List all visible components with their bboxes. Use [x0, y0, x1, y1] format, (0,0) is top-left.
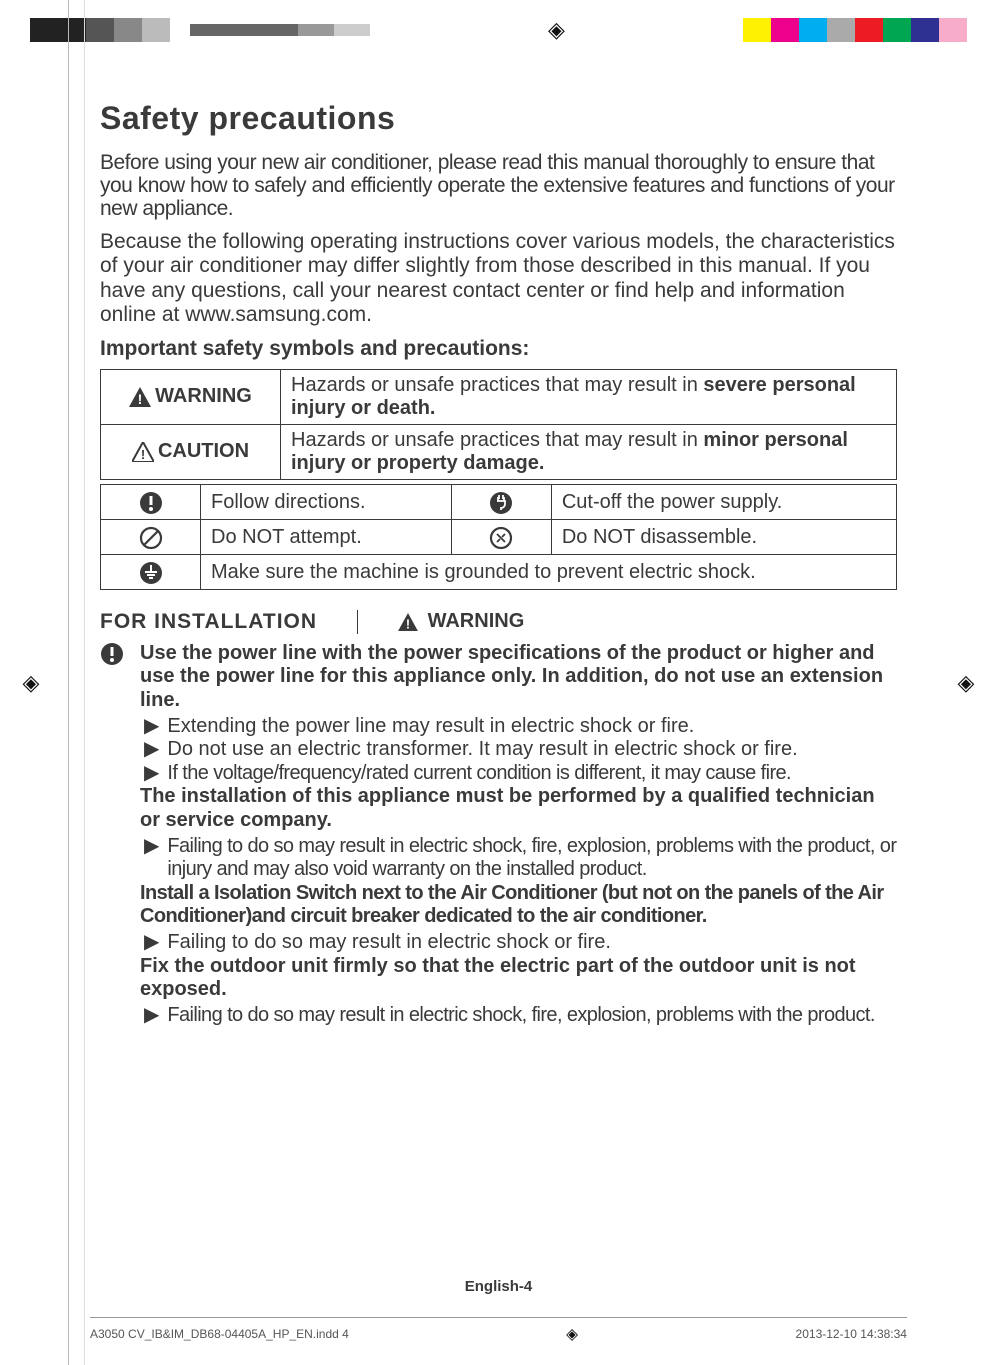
section-heading: FOR INSTALLATION	[100, 610, 317, 634]
caution-desc: Hazards or unsafe practices that may res…	[281, 424, 897, 479]
section-warning: ! WARNING	[398, 610, 524, 633]
warning-label-cell: ! WARNING	[101, 369, 281, 424]
table-row: Do NOT attempt. Do NOT disassemble.	[101, 519, 897, 554]
color-bars	[743, 18, 967, 42]
arrow-icon: ▶	[144, 931, 159, 955]
ground-text: Make sure the machine is grounded to pre…	[201, 554, 897, 589]
follow-icon-cell	[101, 484, 201, 519]
list-item: ▶ Failing to do so may result in electric…	[140, 1004, 897, 1028]
arrow-icon: ▶	[144, 715, 159, 739]
list-item: ▶ If the voltage/frequency/rated current …	[140, 762, 897, 786]
warning-desc: Hazards or unsafe practices that may res…	[281, 369, 897, 424]
ground-icon-cell	[101, 554, 201, 589]
registration-mark-right-icon	[953, 670, 979, 696]
list-item: ▶Failing to do so may result in electric…	[140, 835, 897, 882]
registration-mark-left-icon	[18, 670, 44, 696]
arrow-icon: ▶	[144, 762, 159, 786]
gray-strip	[190, 24, 370, 36]
no-attempt-icon-cell	[101, 519, 201, 554]
arrow-icon: ▶	[144, 1004, 159, 1028]
page-content: Safety precautions Before using your new…	[100, 100, 897, 1245]
registration-mark-bottom-icon	[563, 1325, 581, 1343]
footer-left: A3050 CV_IB&IM_DB68-04405A_HP_EN.indd 4	[90, 1327, 349, 1341]
warning-label: WARNING	[155, 385, 252, 407]
body-p2: The installation of this appliance must …	[140, 785, 897, 832]
symbols-table: ! WARNING Hazards or unsafe practices tha…	[100, 369, 897, 480]
section-heading-row: FOR INSTALLATION ! WARNING	[100, 610, 897, 634]
trim-line	[68, 0, 69, 1365]
icons-table: Follow directions. Cut-off the power sup…	[100, 484, 897, 590]
arrow-icon: ▶	[144, 835, 159, 882]
caution-desc-prefix: Hazards or unsafe practices that may res…	[291, 429, 703, 451]
warning-desc-prefix: Hazards or unsafe practices that may res…	[291, 374, 703, 396]
registration-mark-icon	[544, 17, 570, 43]
list-item-text: If the voltage/frequency/rated current c…	[167, 762, 791, 786]
divider	[357, 610, 358, 634]
section-warning-label: WARNING	[428, 610, 525, 632]
warning-triangle-icon: !	[398, 613, 418, 631]
list-item-text: Extending the power line may result in e…	[167, 715, 694, 739]
trim-line-inner	[84, 0, 85, 1365]
no-disassemble-icon	[489, 526, 513, 550]
list-item-text: Failing to do so may result in electric …	[167, 1004, 874, 1028]
exclamation-circle-icon	[139, 491, 163, 515]
list-item-text: Do not use an electric transformer. It m…	[167, 738, 797, 762]
follow-text: Follow directions.	[201, 484, 452, 519]
footer-line	[90, 1317, 907, 1318]
table-row: ! CAUTION Hazards or unsafe practices tha…	[101, 424, 897, 479]
list-item-text: Failing to do so may result in electric …	[167, 931, 611, 955]
ground-icon	[139, 561, 163, 585]
body-p4: Fix the outdoor unit firmly so that the …	[140, 955, 897, 1002]
arrow-icon: ▶	[144, 738, 159, 762]
intro-paragraph-2: Because the following operating instruct…	[100, 230, 897, 327]
no-disassemble-text: Do NOT disassemble.	[551, 519, 896, 554]
print-footer: A3050 CV_IB&IM_DB68-04405A_HP_EN.indd 4 …	[0, 1321, 997, 1347]
power-text: Cut-off the power supply.	[551, 484, 896, 519]
bullet-icon-col	[100, 642, 128, 1028]
exclamation-circle-icon	[100, 642, 124, 666]
intro-paragraph-1: Before using your new air conditioner, p…	[100, 151, 897, 220]
plug-circle-icon	[489, 491, 513, 515]
table-row: ! WARNING Hazards or unsafe practices tha…	[101, 369, 897, 424]
gray-bars	[30, 18, 170, 42]
symbols-heading: Important safety symbols and precautions…	[100, 337, 897, 361]
list-item: ▶ Do not use an electric transformer. It …	[140, 738, 897, 762]
svg-text:!: !	[141, 447, 145, 462]
caution-label-cell: ! CAUTION	[101, 424, 281, 479]
page-title: Safety precautions	[100, 100, 897, 137]
list-item: ▶ Failing to do so may result in electric…	[140, 931, 897, 955]
table-row: Make sure the machine is grounded to pre…	[101, 554, 897, 589]
caution-triangle-icon: !	[132, 442, 154, 462]
list-item: ▶ Extending the power line may result in …	[140, 715, 897, 739]
warning-triangle-icon: !	[129, 387, 151, 407]
table-row: Follow directions. Cut-off the power sup…	[101, 484, 897, 519]
svg-text:!: !	[138, 391, 143, 407]
prohibit-icon	[139, 526, 163, 550]
svg-text:!: !	[406, 617, 410, 631]
page-number: English-4	[0, 1278, 997, 1295]
footer-right: 2013-12-10 14:38:34	[796, 1327, 907, 1341]
power-icon-cell	[451, 484, 551, 519]
no-disassemble-icon-cell	[451, 519, 551, 554]
no-attempt-text: Do NOT attempt.	[201, 519, 452, 554]
body-content: Use the power line with the power specif…	[100, 642, 897, 1028]
list-item-text: Failing to do so may result in electric …	[167, 835, 897, 882]
print-registration-top	[0, 10, 997, 50]
body-text-col: Use the power line with the power specif…	[140, 642, 897, 1028]
body-p1: Use the power line with the power specif…	[140, 642, 897, 713]
body-p3: Install a Isolation Switch next to the A…	[140, 882, 897, 929]
caution-label: CAUTION	[158, 440, 249, 462]
